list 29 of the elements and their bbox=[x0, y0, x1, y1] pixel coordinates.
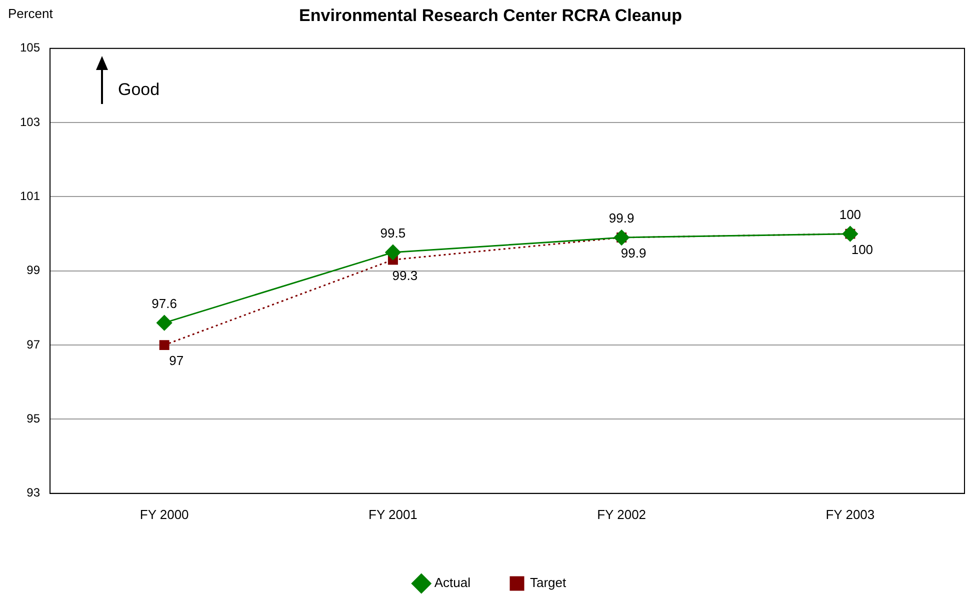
y-tick-label: 99 bbox=[26, 263, 40, 278]
y-tick-label: 101 bbox=[20, 189, 40, 204]
legend-label: Actual bbox=[434, 575, 471, 590]
y-tick-label: 105 bbox=[20, 40, 40, 55]
y-tick-label: 103 bbox=[20, 114, 40, 129]
x-tick-label: FY 2000 bbox=[140, 506, 189, 522]
point bbox=[156, 315, 172, 331]
point bbox=[842, 226, 858, 242]
annotation: Good bbox=[118, 80, 160, 100]
data-label: 97 bbox=[169, 353, 184, 368]
y-axis-title: Percent bbox=[8, 6, 54, 22]
data-label: 99.9 bbox=[608, 210, 634, 226]
data-label: 99.3 bbox=[392, 268, 418, 283]
chart-title: Environmental Research Center RCRA Cleanup bbox=[299, 6, 682, 25]
point bbox=[385, 244, 401, 260]
data-label: 100 bbox=[839, 206, 862, 222]
x-tick-label: FY 2003 bbox=[826, 506, 875, 522]
data-label: 99.5 bbox=[380, 225, 406, 240]
x-tick-label: FY 2001 bbox=[368, 506, 418, 522]
point bbox=[159, 340, 170, 350]
y-tick-label: 97 bbox=[26, 337, 40, 352]
x-tick-label: FY 2002 bbox=[597, 506, 646, 522]
data-label: 100 bbox=[851, 242, 874, 257]
point bbox=[614, 230, 630, 246]
data-label: 97.6 bbox=[152, 296, 177, 311]
y-tick-label: 95 bbox=[26, 412, 40, 426]
data-label: 99.9 bbox=[620, 246, 646, 261]
legend-label: Target bbox=[530, 575, 567, 590]
y-tick-label: 93 bbox=[26, 486, 40, 500]
